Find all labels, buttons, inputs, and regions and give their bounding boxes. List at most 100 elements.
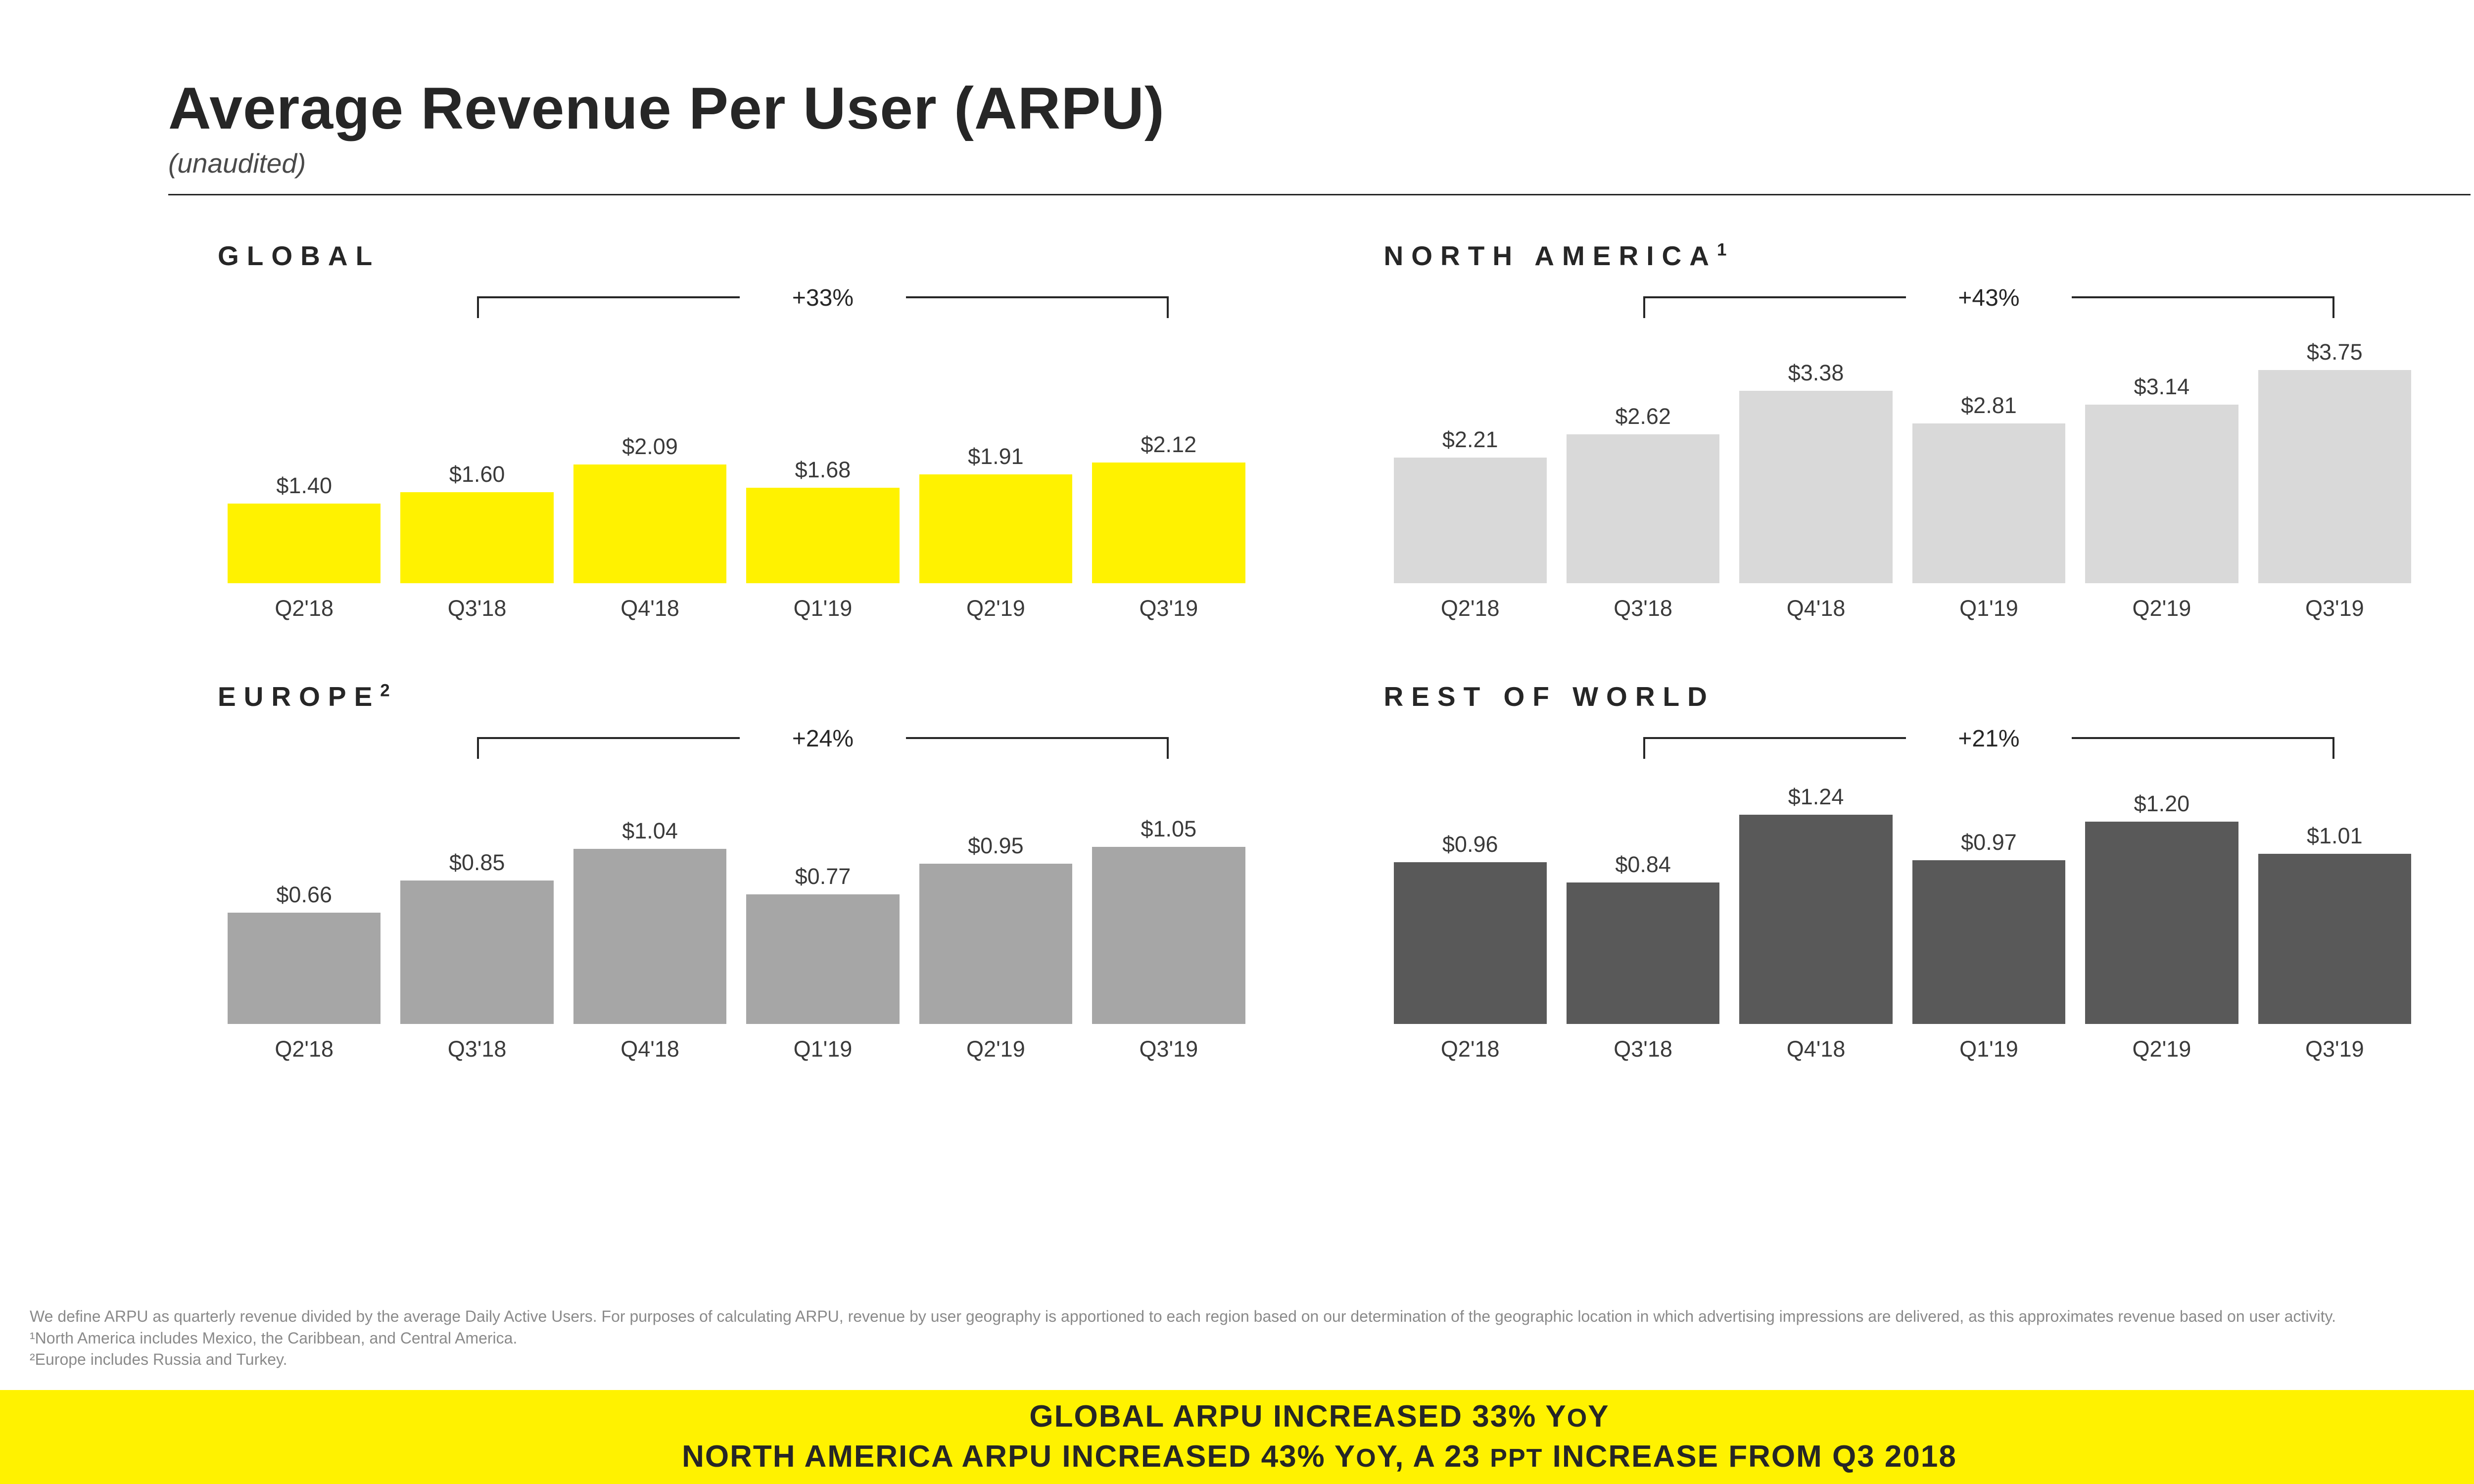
- banner-text: O: [1356, 1444, 1377, 1473]
- bar-value-label: $0.96: [1442, 832, 1498, 857]
- x-axis-label: Q2'18: [228, 1036, 381, 1062]
- chart-title: GLOBAL: [218, 240, 1255, 272]
- x-axis-label: Q4'18: [1739, 1036, 1892, 1062]
- bars: $1.40$1.60$2.09$1.68$1.91$2.12: [218, 326, 1255, 583]
- x-axis-labels: Q2'18Q3'18Q4'18Q1'19Q2'19Q3'19: [218, 596, 1255, 621]
- bar: [1394, 862, 1547, 1024]
- bars: $2.21 $2.62 $3.38 $2.81$3.14 $3.75: [1384, 326, 2422, 583]
- bars: $0.66$0.85$1.04$0.77$0.95$1.05: [218, 767, 1255, 1024]
- chart-title-footnote-ref: 2: [380, 681, 389, 700]
- footnote-na: ¹North America includes Mexico, the Cari…: [30, 1328, 2474, 1349]
- x-axis-label: Q2'19: [919, 1036, 1072, 1062]
- x-axis-label: Q3'19: [1092, 1036, 1245, 1062]
- bar: [573, 464, 726, 583]
- x-axis-label: Q3'18: [400, 1036, 553, 1062]
- bar-value-label: $1.24: [1788, 784, 1844, 810]
- x-axis-label: Q3'19: [2258, 596, 2411, 621]
- bar-wrap: $1.91: [919, 444, 1072, 583]
- bar-wrap: $2.09: [573, 434, 726, 583]
- bracket-line: +24%: [477, 737, 1169, 757]
- bar: [1567, 434, 1719, 583]
- title-rule: [168, 194, 2471, 195]
- x-axis-label: Q3'18: [1567, 1036, 1719, 1062]
- chart-title: REST OF WORLD: [1384, 681, 2422, 712]
- bar-value-label: $1.20: [2134, 791, 2190, 817]
- bar: [2258, 370, 2411, 583]
- growth-label: +21%: [1943, 725, 2034, 752]
- x-axis-label: Q2'18: [228, 596, 381, 621]
- x-axis-label: Q3'19: [2258, 1036, 2411, 1062]
- bar-wrap: $3.38: [1739, 360, 1892, 583]
- bar: [1394, 458, 1547, 583]
- growth-label: +33%: [777, 284, 868, 312]
- bar-wrap: $0.84: [1567, 852, 1719, 1024]
- x-axis-label: Q4'18: [1739, 596, 1892, 621]
- chart-title: NORTH AMERICA1: [1384, 240, 2422, 272]
- bar: [228, 913, 381, 1024]
- x-axis-label: Q1'19: [1912, 596, 2065, 621]
- bar-value-label: $3.75: [2307, 339, 2363, 365]
- bar-value-label: $2.09: [622, 434, 678, 460]
- bar-wrap: $0.97: [1912, 830, 2065, 1024]
- bar: [400, 492, 553, 583]
- x-axis-label: Q2'18: [1394, 596, 1547, 621]
- chart-global: GLOBAL+33%$1.40$1.60$2.09$1.68$1.91$2.12…: [218, 240, 1255, 621]
- bar-wrap: $1.05: [1092, 816, 1245, 1024]
- page-title: Average Revenue Per User (ARPU): [168, 74, 2471, 142]
- x-axis-label: Q2'19: [919, 596, 1072, 621]
- x-axis-label: Q4'18: [573, 1036, 726, 1062]
- bar-wrap: $1.24: [1739, 784, 1892, 1024]
- bar-wrap: $2.81: [1912, 393, 2065, 583]
- bar: [919, 864, 1072, 1024]
- x-axis-label: Q1'19: [746, 1036, 899, 1062]
- growth-bracket: +21%: [1384, 737, 2422, 767]
- banner-text: INCREASE FROM Q3 2018: [1543, 1439, 1956, 1474]
- summary-banner: GLOBAL ARPU INCREASED 33% YOY NORTH AMER…: [0, 1390, 2474, 1484]
- bar-wrap: $0.95: [919, 833, 1072, 1024]
- bar: [573, 849, 726, 1024]
- x-axis-label: Q2'19: [2085, 596, 2238, 621]
- x-axis-label: Q3'19: [1092, 596, 1245, 621]
- bar: [1739, 391, 1892, 583]
- x-axis-label: Q1'19: [1912, 1036, 2065, 1062]
- banner-text: PPT: [1490, 1444, 1543, 1473]
- banner-line-1: GLOBAL ARPU INCREASED 33% YOY: [1029, 1397, 1609, 1437]
- footnotes: We define ARPU as quarterly revenue divi…: [30, 1306, 2474, 1370]
- x-axis-label: Q2'19: [2085, 1036, 2238, 1062]
- bar-value-label: $1.91: [968, 444, 1024, 469]
- bar-value-label: $1.01: [2307, 823, 2363, 849]
- banner-text: Y, A 23: [1377, 1439, 1490, 1474]
- x-axis-labels: Q2'18Q3'18Q4'18Q1'19Q2'19Q3'19: [1384, 1036, 2422, 1062]
- x-axis-label: Q1'19: [746, 596, 899, 621]
- x-axis-labels: Q2'18 Q3'18 Q4'18 Q1'19 Q2'19 Q3'19: [218, 1036, 1255, 1062]
- bar-value-label: $3.38: [1788, 360, 1844, 386]
- bar-wrap: $1.04: [573, 818, 726, 1024]
- bar-value-label: $1.05: [1141, 816, 1197, 842]
- bar-wrap: $3.14: [2085, 374, 2238, 583]
- banner-text: Y: [1588, 1399, 1609, 1434]
- bar-value-label: $0.77: [795, 864, 851, 889]
- bar-wrap: $3.75: [2258, 339, 2411, 583]
- bar: [919, 474, 1072, 583]
- bar: [2258, 854, 2411, 1024]
- bar: [1092, 847, 1245, 1024]
- bar-value-label: $0.66: [276, 882, 332, 908]
- bars: $0.96 $0.84 $1.24 $0.97 $1.20 $1.01: [1384, 767, 2422, 1024]
- chart-rest-of-world: REST OF WORLD +21% $0.96 $0.84 $1.24 $0.97 $1.…: [1384, 681, 2422, 1062]
- bar: [746, 894, 899, 1024]
- bracket-line: +21%: [1643, 737, 2335, 757]
- chart-title: EUROPE2: [218, 681, 1255, 712]
- bar-wrap: $1.40: [228, 473, 381, 583]
- x-axis-labels: Q2'18Q3'18Q4'18Q1'19Q2'19Q3'19: [1384, 596, 2422, 621]
- growth-label: +43%: [1943, 284, 2034, 312]
- bar-value-label: $0.84: [1615, 852, 1671, 878]
- bar-value-label: $0.97: [1961, 830, 2017, 855]
- bar: [1739, 815, 1892, 1024]
- bar-wrap: $1.20: [2085, 791, 2238, 1024]
- bar: [400, 881, 553, 1024]
- bar: [228, 504, 381, 583]
- growth-bracket: +33%: [218, 296, 1255, 326]
- banner-text: GLOBAL ARPU INCREASED 33% Y: [1029, 1399, 1567, 1434]
- bar-value-label: $2.21: [1442, 427, 1498, 453]
- bar-value-label: $2.62: [1615, 404, 1671, 429]
